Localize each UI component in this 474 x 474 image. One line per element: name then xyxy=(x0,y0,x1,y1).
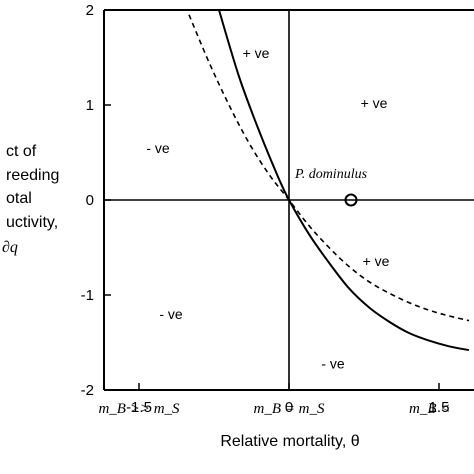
y-tick-label: 0 xyxy=(86,192,94,209)
y-axis-ticks: 2 1 0 -1 -2 xyxy=(81,2,111,399)
y-axis-label-line: ∂q xyxy=(2,239,18,256)
region-label: - ve xyxy=(146,140,170,156)
y-axis-label: ct of reeding otal uctivity, ∂q xyxy=(2,143,59,256)
x-axis-ticks: -1.5 0 1.5 xyxy=(126,383,449,416)
dashed-curve xyxy=(188,14,470,322)
x-regime-label: m_B >> m_S xyxy=(98,401,180,417)
curves xyxy=(188,10,470,352)
region-label: - ve xyxy=(159,306,183,322)
annotation-label: P. dominulus xyxy=(294,167,368,182)
y-axis-label-line: ct of xyxy=(6,143,37,160)
point-annotation: P. dominulus xyxy=(294,167,368,207)
solid-curve xyxy=(218,10,470,352)
x-regime-label: m_B < xyxy=(409,401,450,417)
x-tick-label: 0 xyxy=(285,399,293,416)
region-label: + ve xyxy=(243,45,270,61)
region-label: + ve xyxy=(361,95,388,111)
x-regime-label: m_B = m_S xyxy=(254,401,325,417)
region-labels: + ve + ve - ve + ve - ve - ve xyxy=(146,45,389,372)
y-tick-label: 1 xyxy=(86,97,94,114)
y-tick-label: -1 xyxy=(81,287,94,304)
region-label: - ve xyxy=(321,355,345,371)
x-axis-label: Relative mortality, θ xyxy=(220,433,359,450)
y-axis-label-line: reeding xyxy=(6,167,59,184)
y-tick-label: -2 xyxy=(81,382,94,399)
x-tick-label: 1.5 xyxy=(429,399,450,416)
x-tick-label: -1.5 xyxy=(126,399,152,416)
x-regime-labels: m_B >> m_S m_B = m_S m_B < xyxy=(98,401,450,417)
y-tick-label: 2 xyxy=(86,2,94,19)
region-label: + ve xyxy=(363,253,390,269)
annotation-marker xyxy=(344,193,358,207)
y-axis-label-line: otal xyxy=(6,190,32,207)
y-axis-label-line: uctivity, xyxy=(6,214,58,231)
